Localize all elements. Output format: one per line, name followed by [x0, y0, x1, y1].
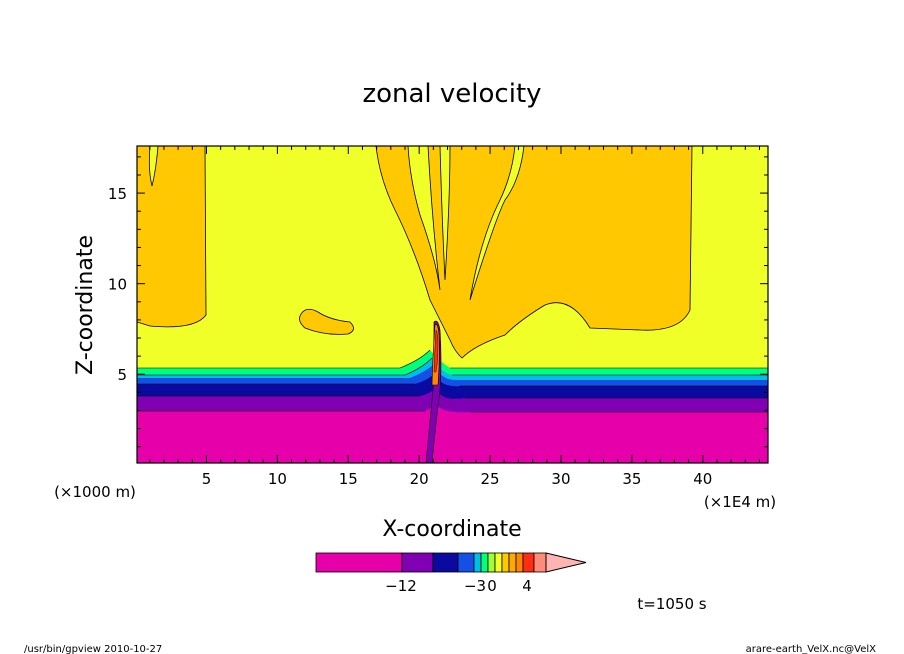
contour-column-inner	[433, 329, 439, 373]
x-axis-label: X-coordinate	[382, 517, 521, 542]
chart-title: zonal velocity	[362, 79, 541, 109]
colorbar-label: 0	[487, 577, 497, 595]
contour-streak-2	[439, 146, 451, 281]
x-tick-label: 35	[622, 470, 641, 488]
colorbar-label: 4	[522, 577, 532, 595]
footer-right: arare-earth_VelX.nc@VelX	[746, 644, 877, 654]
colorbar-swatch	[494, 552, 503, 573]
x-tick-label: 5	[202, 470, 212, 488]
contour-streak-1	[407, 146, 441, 291]
colorbar-swatch	[487, 552, 496, 573]
time-annotation: t=1050 s	[637, 595, 706, 613]
x-unit-right: (×1E4 m)	[704, 493, 776, 511]
contour-region-upper-left	[137, 146, 207, 328]
colorbar-swatch	[515, 552, 524, 573]
colorbar-swatch	[315, 552, 403, 573]
colorbar-swatch	[480, 552, 489, 573]
y-tick-label: 10	[108, 276, 127, 294]
x-tick-label: 30	[551, 470, 570, 488]
colorbar-arrow	[545, 552, 587, 573]
colorbar-label: −3	[464, 577, 486, 595]
y-tick-label: 5	[117, 366, 127, 384]
contour-band-magenta	[137, 404, 768, 463]
colorbar-swatch	[401, 552, 434, 573]
contour-region-upper-right	[375, 146, 693, 359]
contour-blob	[299, 308, 354, 335]
colorbar-swatch	[432, 552, 459, 573]
y-axis-label: Z-coordinate	[73, 235, 98, 375]
y-tick-label: 15	[108, 185, 127, 203]
colorbar-swatch	[522, 552, 535, 573]
contour-streak-3	[469, 146, 525, 301]
band-outlines	[137, 349, 768, 413]
contour-field	[137, 146, 768, 463]
contour-streak-4	[148, 146, 159, 187]
x-tick-label: 10	[268, 470, 287, 488]
colorbar-swatch	[473, 552, 482, 573]
plot-frame	[136, 145, 769, 464]
colorbar-swatch	[508, 552, 517, 573]
x-tick-label: 15	[339, 470, 358, 488]
x-tick-label: 20	[410, 470, 429, 488]
axes: 5 10 15 20 25 30 35 40 5 10 15	[108, 146, 768, 488]
colorbar-swatch	[501, 552, 510, 573]
colorbar-label: −12	[385, 577, 417, 595]
colorbar-swatch	[457, 552, 475, 573]
x-tick-label: 40	[693, 470, 712, 488]
x-tick-label: 25	[481, 470, 500, 488]
colorbar-swatch	[533, 552, 547, 573]
x-unit-left: (×1000 m)	[54, 483, 136, 501]
colorbar: −12 −3 0 4	[315, 552, 587, 595]
footer-left: /usr/bin/gpview 2010-10-27	[24, 644, 162, 654]
